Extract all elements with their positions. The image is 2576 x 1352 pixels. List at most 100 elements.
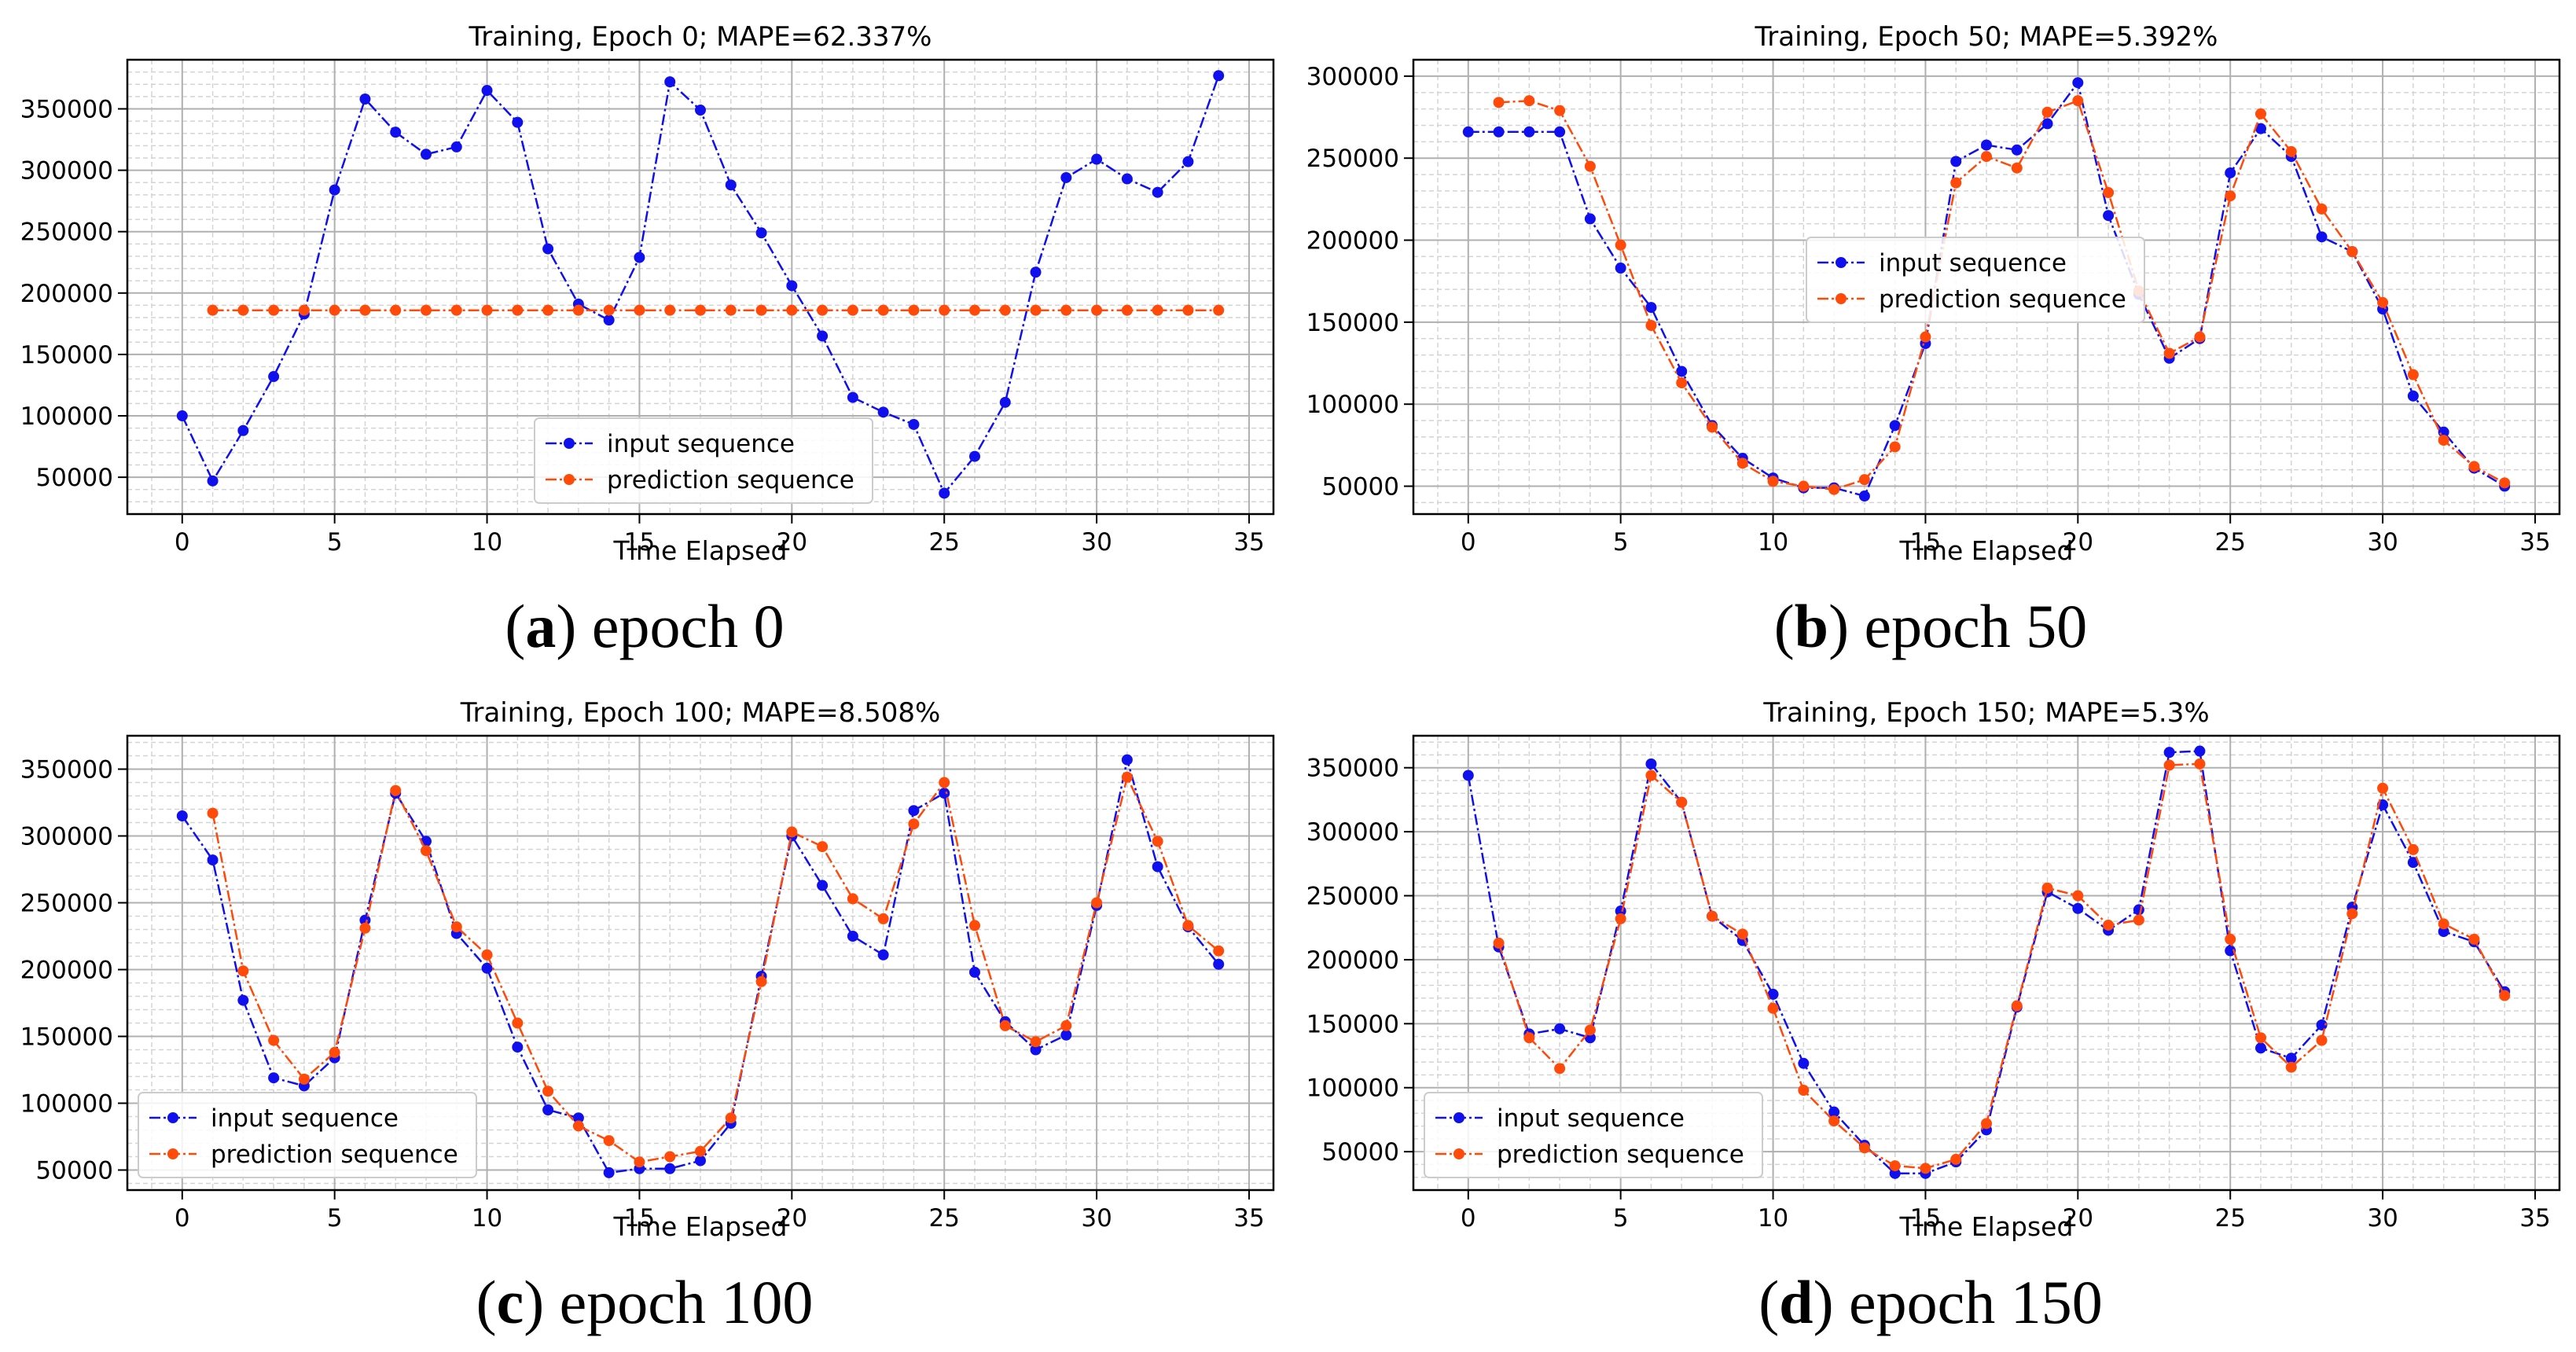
x-tick-label: 15 [624, 1204, 655, 1233]
y-tick-label: 100000 [1306, 391, 1399, 419]
y-tick-label: 150000 [20, 1023, 113, 1052]
prediction-point [2254, 108, 2266, 119]
prediction-point [939, 304, 950, 316]
input-point [390, 127, 402, 138]
prediction-point [2041, 882, 2053, 894]
x-tick-label: 30 [1081, 528, 1112, 557]
major-grid [1413, 736, 2559, 1190]
prediction-point [207, 807, 219, 819]
x-tick-label: 10 [1758, 528, 1788, 557]
x-tick-label: 0 [175, 528, 190, 557]
prediction-point [1060, 1020, 1072, 1031]
y-tick-label: 300000 [1306, 818, 1399, 847]
prediction-point [2346, 908, 2358, 920]
y-tick-label: 50000 [35, 464, 113, 492]
y-tick-label: 350000 [20, 95, 113, 123]
prediction-point [1981, 1118, 1992, 1130]
chart-epoch-50: Training, Epoch 50; MAPE=5.392% 0 5 10 15 20 2… [1306, 21, 2561, 566]
legend-prediction-label: prediction sequence [1497, 1141, 1744, 1169]
y-tick-label: 100000 [20, 1090, 113, 1119]
x-tick-label: 0 [175, 1204, 190, 1233]
input-point [2133, 904, 2144, 916]
y-tick-label: 100000 [20, 402, 113, 431]
legend-prediction-label: prediction sequence [1879, 285, 2126, 314]
prediction-point [725, 1112, 737, 1124]
input-point [329, 184, 340, 196]
input-point [847, 931, 858, 942]
x-tick-label: 10 [472, 528, 502, 557]
prediction-point [939, 777, 950, 788]
series-prediction-sequence [1493, 758, 2511, 1174]
input-point [421, 149, 432, 160]
input-point [1858, 490, 1870, 502]
caption-d: (d) epoch 150 [1758, 1268, 2103, 1336]
input-point [237, 424, 249, 436]
prediction-point [298, 1073, 310, 1085]
prediction-point [1858, 1142, 1870, 1154]
prediction-point [2072, 890, 2084, 902]
y-tick-label: 350000 [1306, 755, 1399, 783]
input-point [1523, 126, 1535, 138]
prediction-point [1858, 474, 1870, 486]
input-point [1554, 1023, 1566, 1034]
input-point [1645, 758, 1657, 770]
prediction-point [908, 304, 920, 316]
prediction-point [2163, 347, 2175, 359]
x-tick-label: 5 [1613, 1204, 1629, 1233]
prediction-point [1889, 441, 1901, 453]
legend: input sequence prediction sequence [138, 1092, 477, 1178]
prediction-point [2225, 933, 2236, 945]
input-point [2041, 118, 2053, 130]
input-point [268, 371, 280, 383]
input-point [847, 391, 858, 403]
legend-prediction-marker [564, 474, 575, 485]
y-tick-label: 200000 [20, 280, 113, 308]
prediction-point [1707, 421, 1718, 433]
prediction-point [390, 304, 402, 316]
legend-input-label: input sequence [1879, 249, 2067, 277]
x-axis-label: Time Elapsed [613, 535, 788, 566]
chart-epoch-0: Training, Epoch 0; MAPE=62.337% 0 5 10 15 20 2… [20, 21, 1275, 566]
input-point [176, 810, 188, 821]
prediction-point [664, 1151, 676, 1163]
prediction-point [1152, 304, 1163, 316]
prediction-point [1736, 457, 1748, 469]
y-tick-label: 300000 [20, 823, 113, 851]
prediction-point [2377, 296, 2389, 308]
prediction-point [1121, 771, 1133, 783]
input-point [2072, 902, 2084, 914]
axis-ticks: 0 5 10 15 20 25 30 35 50000 100000 150000 200000 250… [1306, 63, 2551, 557]
legend-box [1424, 1092, 1763, 1178]
prediction-point [2407, 369, 2419, 380]
prediction-point [450, 921, 462, 933]
x-tick-label: 0 [1461, 528, 1476, 557]
input-point [237, 994, 249, 1006]
input-point [450, 141, 462, 152]
input-point [725, 179, 737, 191]
y-tick-label: 300000 [20, 157, 113, 186]
prediction-point [2316, 1034, 2328, 1046]
prediction-point [1920, 1163, 1931, 1174]
prediction-point [755, 975, 767, 987]
input-point [176, 410, 188, 422]
prediction-point [359, 922, 371, 934]
legend-prediction-label: prediction sequence [211, 1141, 458, 1169]
x-axis-label: Time Elapsed [1899, 1211, 2074, 1242]
plot-frame [1412, 58, 2561, 516]
prediction-point [512, 1017, 524, 1029]
input-point [2316, 1019, 2328, 1031]
input-point [877, 949, 889, 961]
input-point [968, 966, 980, 978]
legend-prediction-marker [1836, 293, 1847, 304]
prediction-point [603, 304, 615, 316]
input-point [2316, 231, 2328, 243]
x-tick-label: 15 [624, 528, 655, 557]
prediction-point [572, 304, 584, 316]
legend-box [534, 417, 873, 504]
x-tick-label: 20 [2063, 528, 2093, 557]
input-point [2254, 123, 2266, 134]
prediction-point [2316, 203, 2328, 215]
input-point [542, 1104, 554, 1115]
prediction-point [755, 304, 767, 316]
prediction-point [542, 1086, 554, 1097]
